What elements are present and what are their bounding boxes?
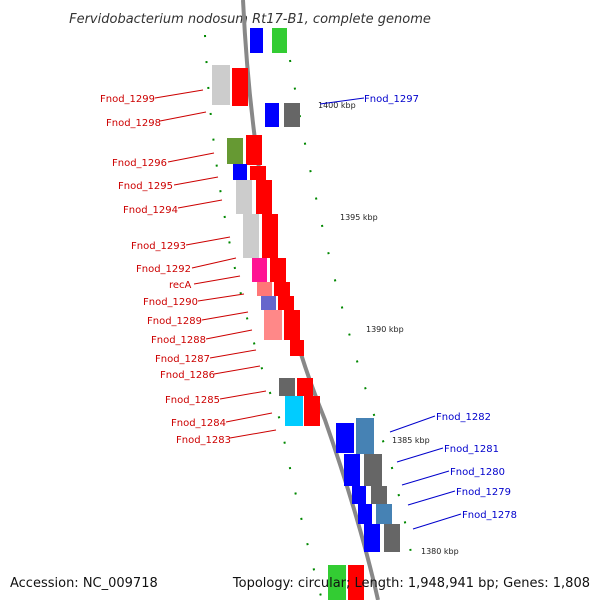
gene-label: Fnod_1289 (147, 316, 202, 327)
scale-label: 1400 kbp (318, 101, 356, 110)
gene-label: Fnod_1287 (155, 354, 210, 365)
gene-label: Fnod_1286 (160, 370, 215, 381)
gene-label: Fnod_1285 (165, 395, 220, 406)
scale-label: 1385 kbp (392, 436, 430, 445)
gene-block-middle-left (227, 135, 304, 356)
left-gene-labels: Fnod_1299 Fnod_1298 Fnod_1296 Fnod_1295 … (100, 89, 277, 446)
gene-label: Fnod_1293 (131, 241, 186, 252)
gene-label: Fnod_1299 (100, 94, 155, 105)
gene-label: Fnod_1290 (143, 297, 198, 308)
gene-label: Fnod_1292 (136, 264, 191, 275)
gene-block-lower (265, 103, 320, 426)
scale-labels: 1400 kbp 1395 kbp 1390 kbp 1385 kbp 1380… (318, 101, 459, 556)
gene-label: Fnod_1279 (456, 487, 511, 498)
map-title: Fervidobacterium nodosum Rt17-B1, comple… (69, 12, 431, 27)
gene-label: Fnod_1278 (462, 510, 517, 521)
inner-scale-track (204, 34, 323, 600)
gene-label: Fnod_1280 (450, 467, 505, 478)
gene-label: Fnod_1284 (171, 418, 226, 429)
right-gene-labels: Fnod_1297 Fnod_1282 Fnod_1281 Fnod_1280 … (319, 94, 517, 530)
scale-label: 1380 kbp (421, 547, 459, 556)
gene-label: Fnod_1297 (364, 94, 419, 105)
accession-text: Accession: NC_009718 (10, 576, 158, 591)
topology-text: Topology: circular; Length: 1,948,941 bp… (232, 576, 590, 591)
gene-label: Fnod_1295 (118, 181, 173, 192)
scale-label: 1395 kbp (340, 213, 378, 222)
gene-label: Fnod_1281 (444, 444, 499, 455)
gene-label: Fnod_1298 (106, 118, 161, 129)
gene-label: recA (169, 280, 192, 291)
scale-label: 1390 kbp (366, 325, 404, 334)
gene-block-top (212, 28, 287, 106)
gene-label: Fnod_1294 (123, 205, 178, 216)
gene-label: Fnod_1296 (112, 158, 167, 169)
gene-label: Fnod_1288 (151, 335, 206, 346)
gene-label: Fnod_1283 (176, 435, 231, 446)
gene-label: Fnod_1282 (436, 412, 491, 423)
gene-block-bottom-right (328, 418, 400, 600)
